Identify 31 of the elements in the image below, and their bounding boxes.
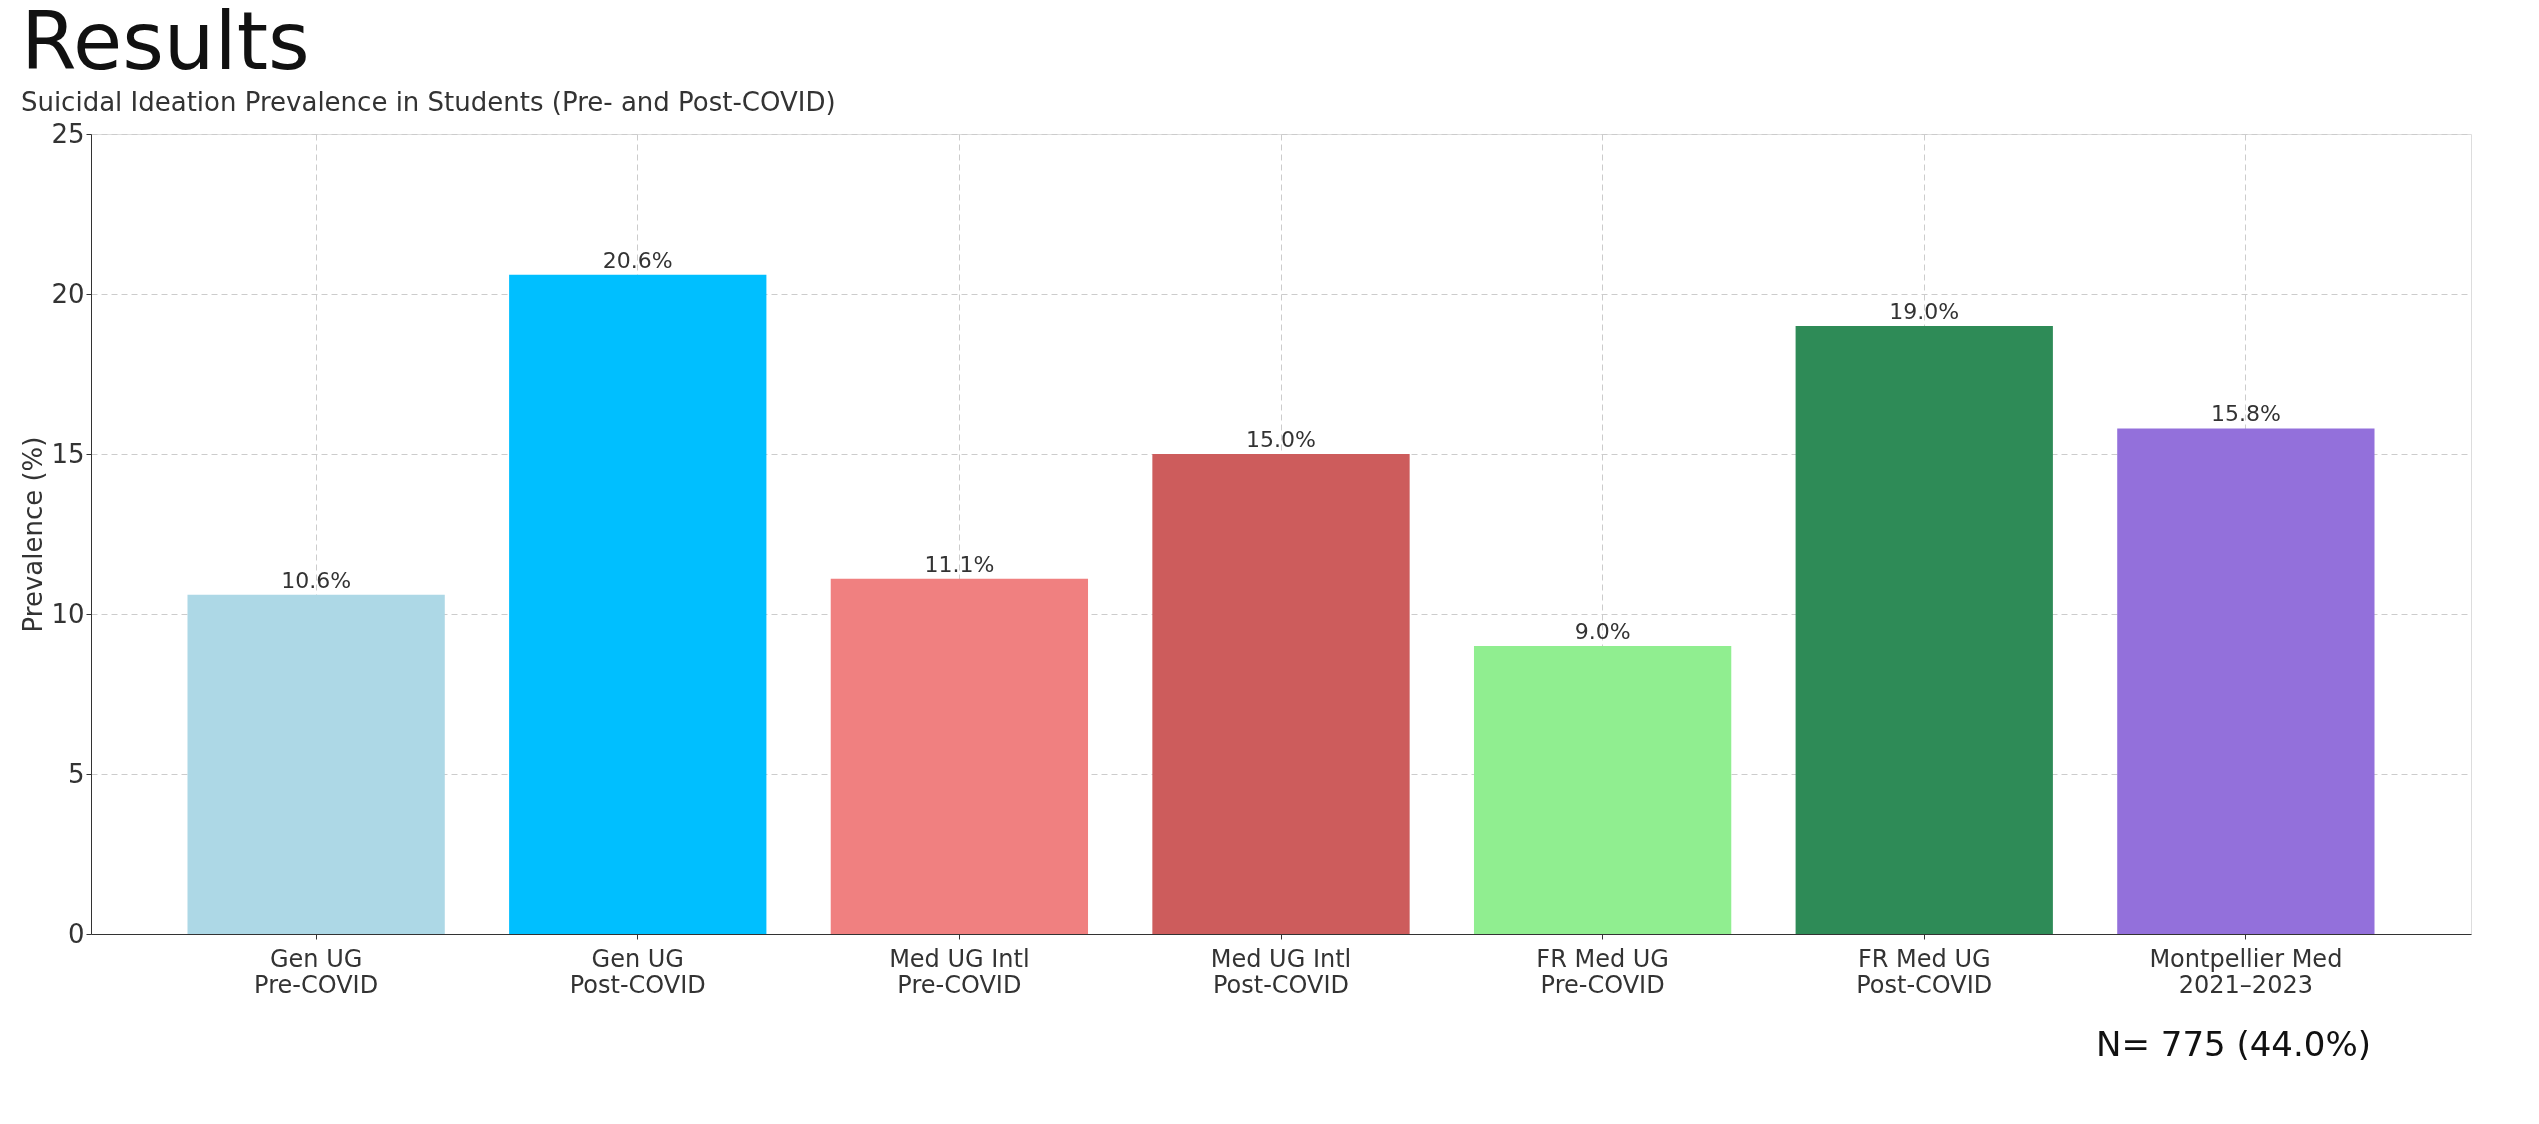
y-tick-label: 15 xyxy=(51,438,85,469)
bar xyxy=(1795,326,2053,934)
data-label: 10.6% xyxy=(281,567,352,593)
data-label: 15.0% xyxy=(1246,427,1316,452)
bar xyxy=(1152,454,1410,934)
x-tick-label: Med UG Intl Post-COVID xyxy=(1210,944,1352,999)
text: N= 775 (44.0%) xyxy=(2096,1024,2371,1064)
x-tick-label: Med UG Intl Pre-COVID xyxy=(889,944,1030,999)
bar xyxy=(830,578,1089,934)
bar xyxy=(2117,428,2375,934)
data-label: 15.8% xyxy=(2210,401,2281,427)
x-tick-label: FR Med UG Pre-COVID xyxy=(1536,944,1669,999)
x-tick-label: Gen UG Pre-COVID xyxy=(254,944,379,999)
bar xyxy=(187,594,445,934)
data-label: 19.0% xyxy=(1889,299,1960,324)
chart-title: Results xyxy=(20,0,310,88)
x-tick-label: FR Med UG Post-COVID xyxy=(1856,944,1993,999)
bar xyxy=(509,274,767,934)
x-tick-label: Gen UG Post-COVID xyxy=(569,944,706,999)
y-tick-label: 5 xyxy=(67,758,85,789)
data-label: 20.6% xyxy=(602,247,673,273)
y-tick-label: 0 xyxy=(67,918,85,949)
chart-subtitle: Suicidal Ideation Prevalence in Students (Pre- and Post-COVID) xyxy=(20,87,836,117)
y-tick-label: 25 xyxy=(51,118,85,149)
data-label: 11.1% xyxy=(924,551,995,577)
data-label: 9.0% xyxy=(1574,619,1631,644)
y-axis-title: Prevalence (%) xyxy=(18,436,49,633)
y-tick-label: 10 xyxy=(51,598,85,629)
x-tick-label: Montpellier Med 2021–2023 xyxy=(2149,944,2343,999)
y-tick-label: 20 xyxy=(51,278,85,309)
bar xyxy=(1473,646,1732,934)
